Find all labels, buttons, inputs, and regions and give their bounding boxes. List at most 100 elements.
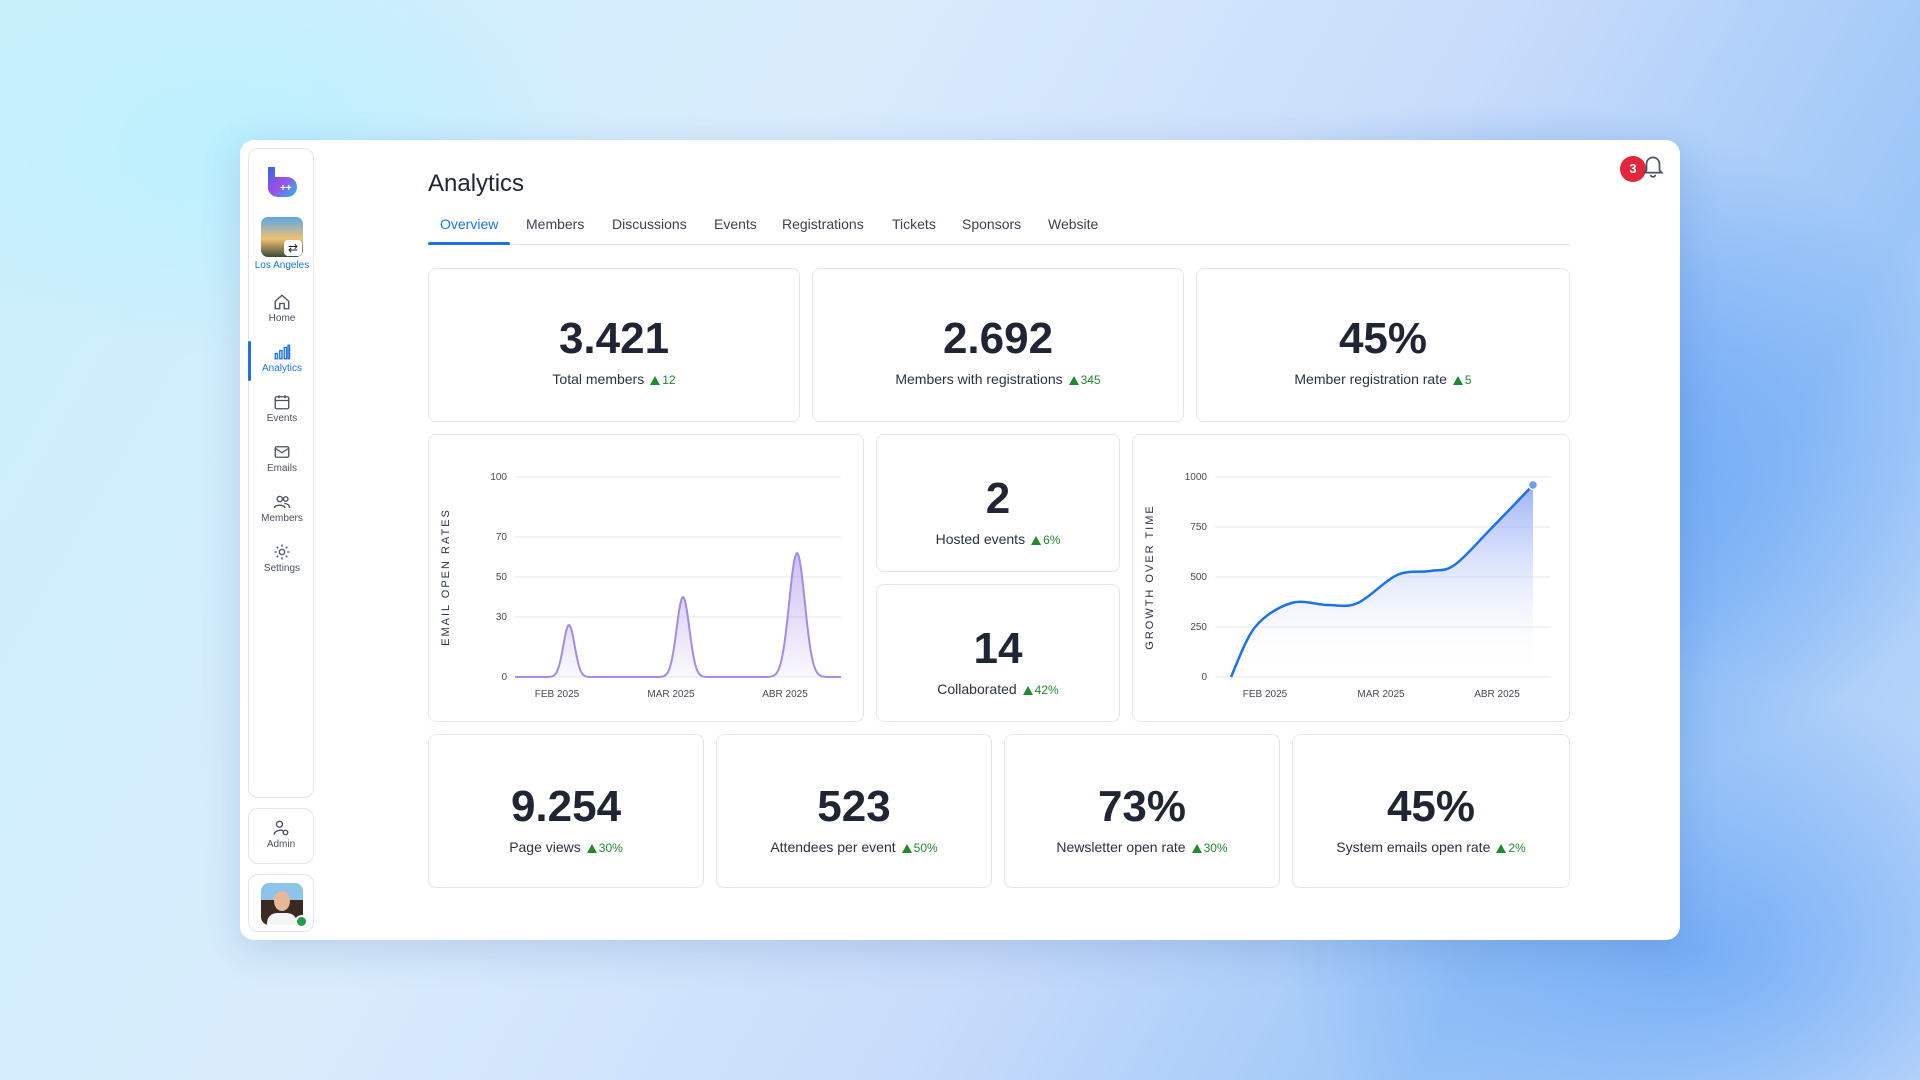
- svg-text:++: ++: [280, 183, 292, 194]
- stat-label: Collaborated: [937, 681, 1017, 697]
- email-open-rates-svg: 0 30 50 70 100 FEB 2025 MAR 2025 ABR 2025 EMAIL …: [440, 472, 841, 700]
- y-axis-label: EMAIL OPEN RATES: [440, 508, 452, 646]
- admin-label: Admin: [266, 839, 296, 850]
- up-arrow-icon: [1022, 686, 1033, 695]
- stat-label: System emails open rate: [1336, 839, 1491, 855]
- tab-overview[interactable]: Overview: [427, 204, 511, 245]
- email-open-rates-chart: 0 30 50 70 100 FEB 2025 MAR 2025 ABR 2025 EMAIL …: [428, 434, 864, 722]
- mail-icon: [274, 446, 290, 458]
- growth-over-time-chart: 0 250 500 750 1000 FEB 2025 MAR 2025 ABR 2025 GR…: [1132, 434, 1570, 722]
- sidebar-item-label: Analytics: [261, 363, 302, 374]
- stat-card-total-members: 3.421 Total members 12: [428, 268, 800, 422]
- stat-card-newsletter-open-rate: 73% Newsletter open rate 30%: [1004, 734, 1280, 888]
- stat-value: 2: [985, 474, 1011, 523]
- stat-label: Total members: [552, 371, 645, 387]
- admin-icon: [273, 820, 289, 836]
- sidebar-item-label: Home: [268, 313, 296, 324]
- gear-icon: [274, 544, 290, 560]
- stat-label: Hosted events: [935, 531, 1026, 547]
- stat-card-system-emails-open-rate: 45% System emails open rate 2%: [1292, 734, 1570, 888]
- stat-card-members-with-registrations: 2.692 Members with registrations 345: [812, 268, 1184, 422]
- city-image: ⇄: [261, 217, 303, 257]
- y-tick-label: 30: [496, 612, 508, 623]
- sidebar-item-emails[interactable]: Emails: [249, 439, 315, 483]
- tab-members[interactable]: Members: [526, 216, 585, 232]
- stat-card-page-views: 9.254 Page views 30%: [428, 734, 704, 888]
- stat-label: Members with registrations: [895, 371, 1063, 387]
- x-tick-label: FEB 2025: [1243, 689, 1288, 700]
- up-arrow-icon: [901, 844, 912, 853]
- stat-value: 45%: [1338, 314, 1428, 363]
- up-arrow-icon: [1031, 536, 1042, 545]
- stat-delta: 345: [1068, 373, 1101, 387]
- members-icon: [273, 495, 291, 509]
- stat-delta: 2%: [1496, 841, 1526, 855]
- y-tick-label: 0: [501, 672, 507, 683]
- series-area: [515, 553, 841, 677]
- stat-label: Attendees per event: [770, 839, 896, 855]
- stat-label: Member registration rate: [1294, 371, 1447, 387]
- series-area: [1231, 485, 1533, 677]
- tab-tickets[interactable]: Tickets: [892, 216, 936, 232]
- stat-value: 9.254: [510, 782, 622, 831]
- stat-delta: 6%: [1031, 533, 1060, 547]
- notification-badge: 3: [1620, 156, 1646, 182]
- sidebar-item-members[interactable]: Members: [249, 489, 315, 533]
- y-tick-label: 0: [1201, 672, 1207, 683]
- series-line: [515, 551, 841, 678]
- admin-button[interactable]: Admin: [248, 808, 314, 864]
- stat-label: Page views: [509, 839, 581, 855]
- sidebar-item-label: Emails: [266, 463, 297, 474]
- stat-value: 523: [817, 782, 891, 831]
- sidebar-item-label: Settings: [263, 563, 301, 574]
- sidebar-item-settings[interactable]: Settings: [249, 539, 315, 583]
- y-tick-label: 250: [1190, 622, 1207, 633]
- y-axis-label: GROWTH OVER TIME: [1144, 504, 1156, 649]
- tab-bar: Overview Members Discussions Events Regi…: [427, 204, 1570, 245]
- analytics-icon: [274, 344, 291, 360]
- stat-card-attendees-per-event: 523 Attendees per event 50%: [716, 734, 992, 888]
- x-tick-label: ABR 2025: [1474, 689, 1520, 700]
- user-profile[interactable]: [248, 874, 314, 932]
- stat-value: 2.692: [942, 314, 1054, 363]
- sidebar-item-label: Members: [261, 513, 303, 524]
- growth-over-time-svg: 0 250 500 750 1000 FEB 2025 MAR 2025 ABR 2025 GR…: [1144, 472, 1551, 700]
- online-status-dot: [295, 915, 308, 928]
- up-arrow-icon: [1496, 844, 1507, 853]
- sidebar-item-label: Events: [266, 413, 298, 424]
- tab-events[interactable]: Events: [714, 216, 757, 232]
- stat-value: 73%: [1097, 782, 1187, 831]
- end-point: [1527, 479, 1539, 491]
- sidebar-item-analytics[interactable]: Analytics: [248, 339, 315, 383]
- app-window: ++ ⇄ Los Angeles Home Analytics Events E…: [240, 140, 1680, 940]
- series-line: [1229, 484, 1534, 678]
- tab-registrations[interactable]: Registrations: [782, 216, 864, 232]
- y-tick-label: 1000: [1185, 472, 1208, 483]
- tab-discussions[interactable]: Discussions: [612, 216, 687, 232]
- up-arrow-icon: [1068, 376, 1079, 385]
- sidebar-item-home[interactable]: Home: [249, 289, 315, 333]
- stat-delta: 30%: [1191, 841, 1228, 855]
- tab-website[interactable]: Website: [1048, 216, 1099, 232]
- bell-icon[interactable]: [1640, 152, 1666, 178]
- x-tick-label: MAR 2025: [1357, 689, 1405, 700]
- y-tick-label: 500: [1190, 572, 1207, 583]
- stat-value: 3.421: [558, 314, 670, 363]
- stat-card-member-registration-rate: 45% Member registration rate 5: [1196, 268, 1570, 422]
- city-switcher[interactable]: ⇄ Los Angeles: [249, 217, 315, 271]
- app-logo-icon[interactable]: ++: [263, 163, 301, 201]
- y-tick-label: 750: [1190, 522, 1207, 533]
- stat-card-hosted-events: 2 Hosted events 6%: [876, 434, 1120, 572]
- stat-delta: 30%: [586, 841, 623, 855]
- tab-sponsors[interactable]: Sponsors: [962, 216, 1022, 232]
- calendar-icon: [274, 395, 290, 410]
- sidebar-item-events[interactable]: Events: [249, 389, 315, 433]
- city-name: Los Angeles: [254, 260, 310, 271]
- stat-delta: 12: [650, 373, 676, 387]
- y-tick-label: 100: [490, 472, 507, 483]
- home-icon: [274, 294, 290, 310]
- y-tick-label: 50: [496, 572, 508, 583]
- x-tick-label: FEB 2025: [535, 689, 580, 700]
- sidebar: ++ ⇄ Los Angeles Home Analytics Events E…: [248, 148, 314, 798]
- stat-value: 45%: [1386, 782, 1476, 831]
